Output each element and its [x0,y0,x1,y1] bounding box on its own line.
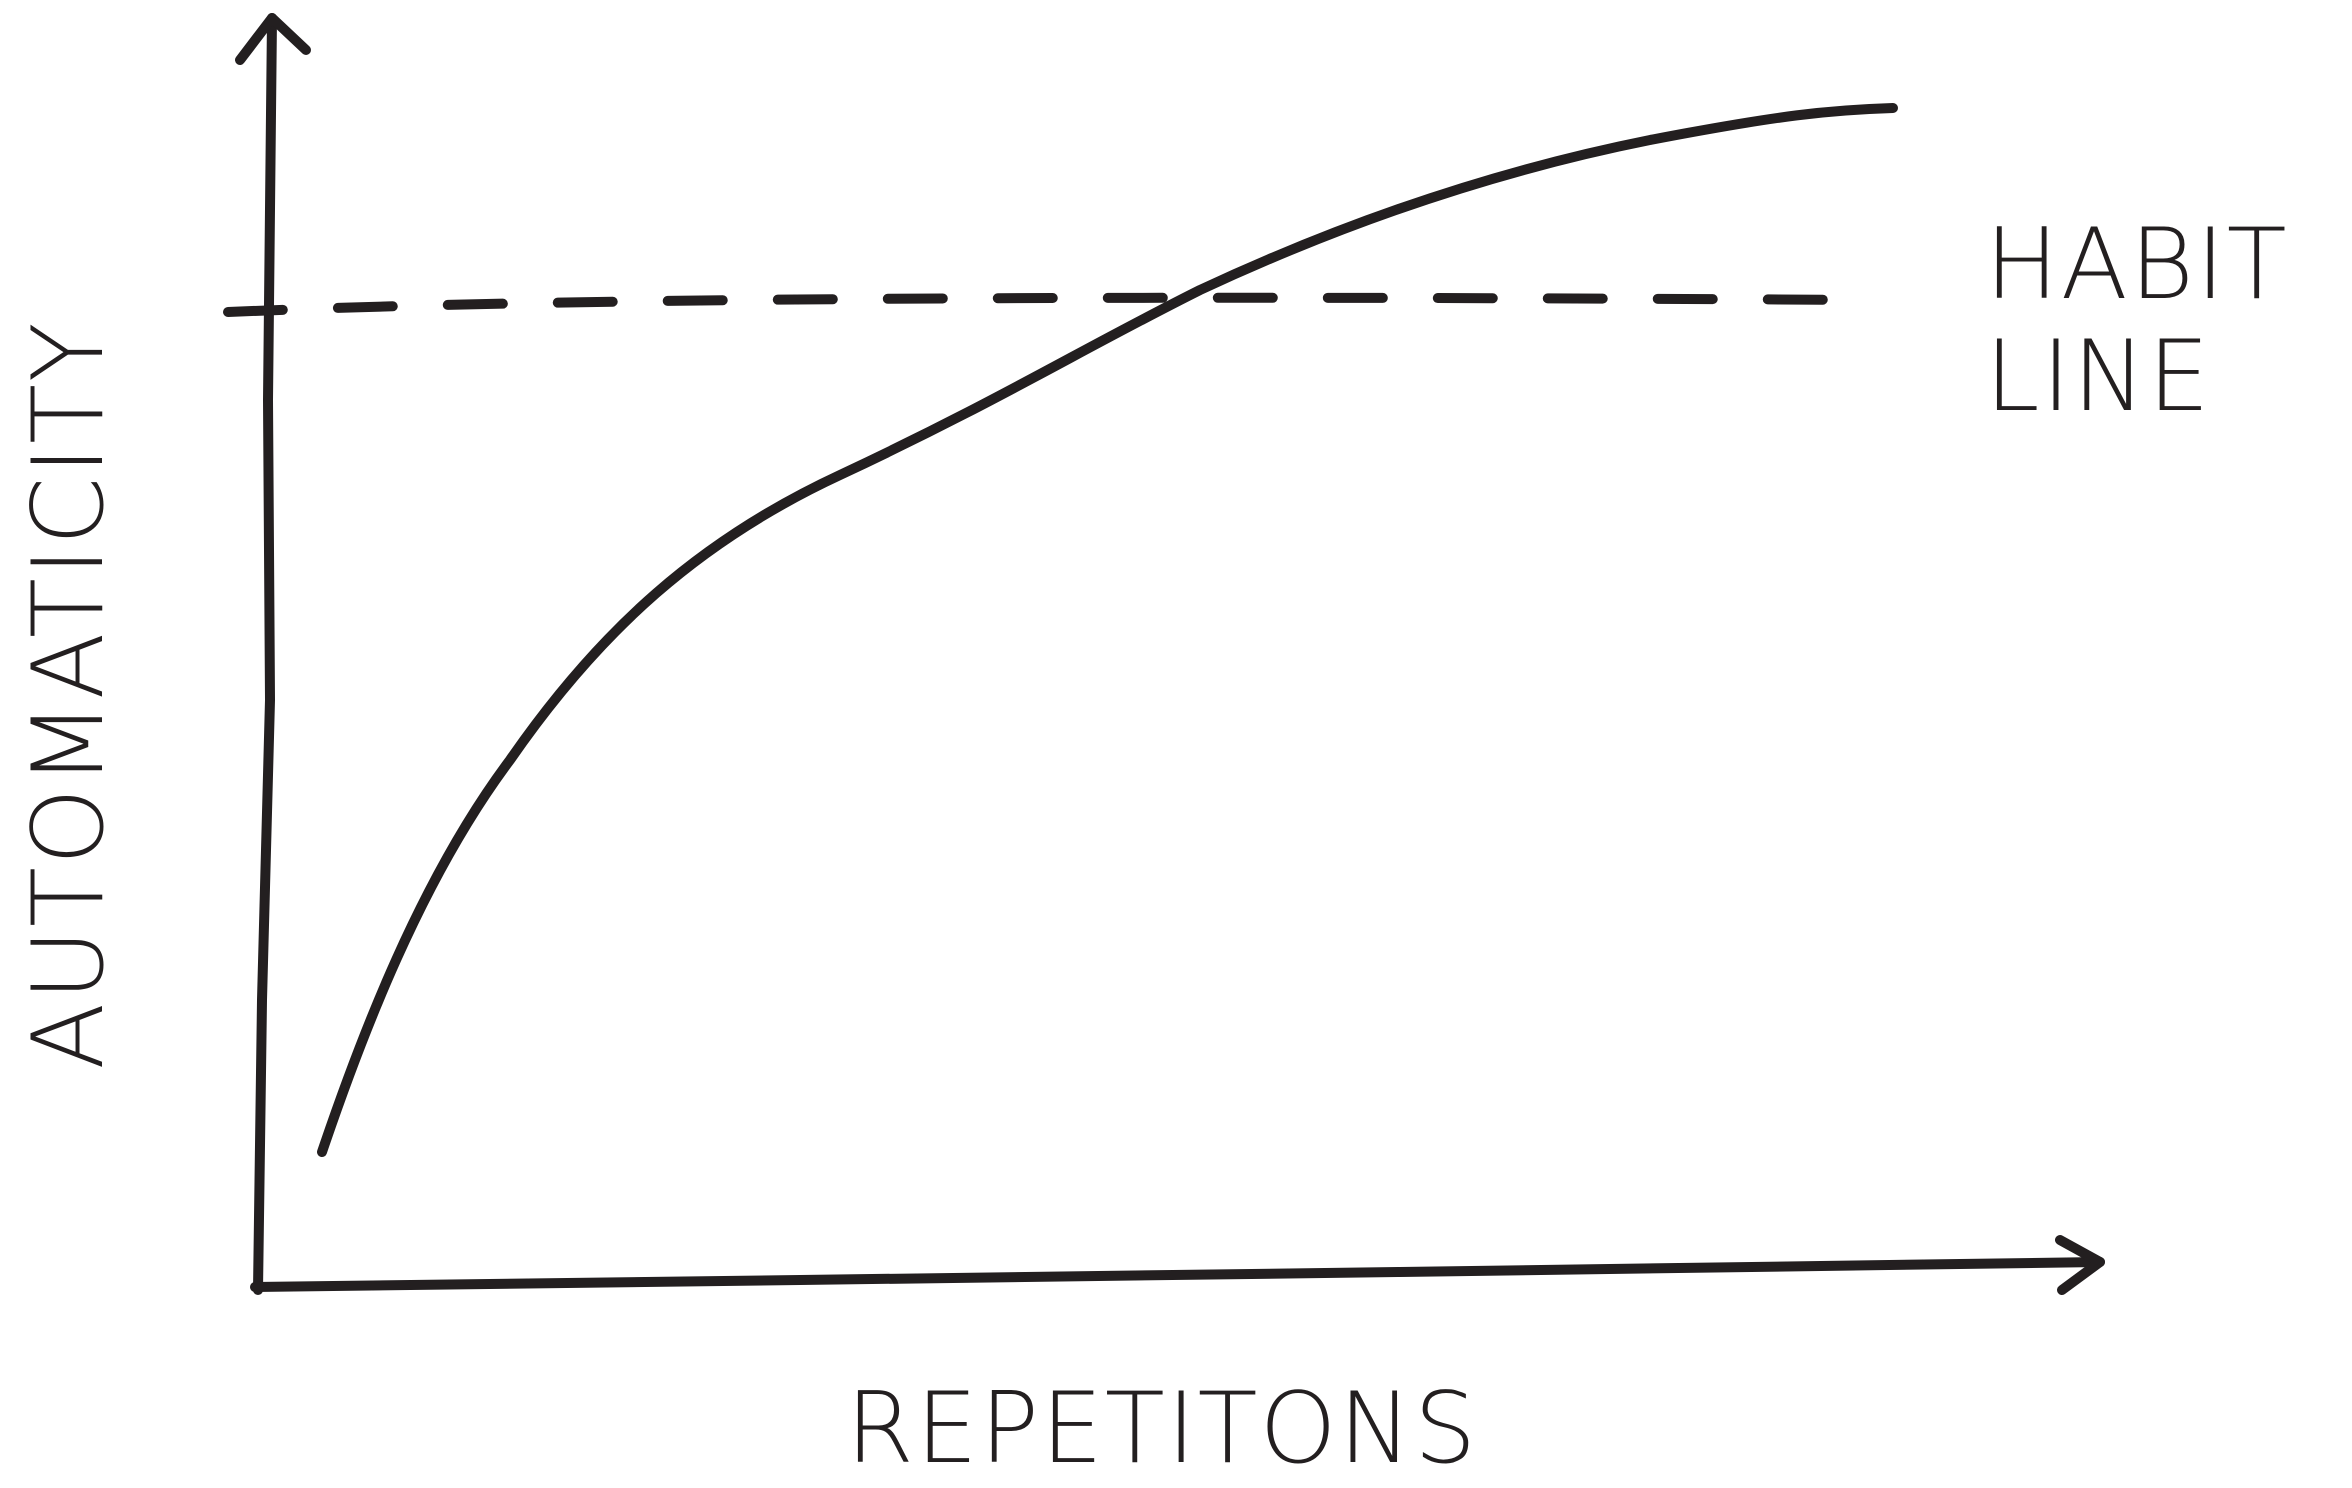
annotation-line: HABIT [1985,208,2289,322]
y-axis-label: AUTOMATICITY [12,320,126,1070]
y-axis [253,13,277,1295]
x-axis [250,1257,2105,1292]
y-axis-arrowhead [235,13,311,65]
annotation-line: LINE [1985,320,2212,434]
automaticity-curve [317,103,1898,1157]
habit-line [223,292,1880,317]
x-axis-arrowhead [2055,1235,2105,1295]
x-axis-label: REPETITONS [846,1372,1478,1486]
